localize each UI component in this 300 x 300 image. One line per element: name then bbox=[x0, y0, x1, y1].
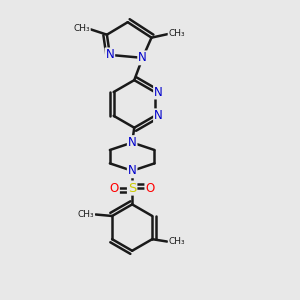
Text: CH₃: CH₃ bbox=[168, 29, 185, 38]
Text: N: N bbox=[154, 85, 163, 98]
Text: N: N bbox=[128, 164, 136, 177]
Text: N: N bbox=[154, 109, 163, 122]
Text: O: O bbox=[146, 182, 154, 194]
Text: CH₃: CH₃ bbox=[78, 210, 94, 219]
Text: CH₃: CH₃ bbox=[169, 237, 185, 246]
Text: O: O bbox=[110, 182, 119, 194]
Text: N: N bbox=[138, 51, 147, 64]
Text: N: N bbox=[106, 48, 114, 62]
Text: S: S bbox=[128, 182, 136, 194]
Text: CH₃: CH₃ bbox=[73, 24, 90, 33]
Text: N: N bbox=[128, 136, 136, 149]
